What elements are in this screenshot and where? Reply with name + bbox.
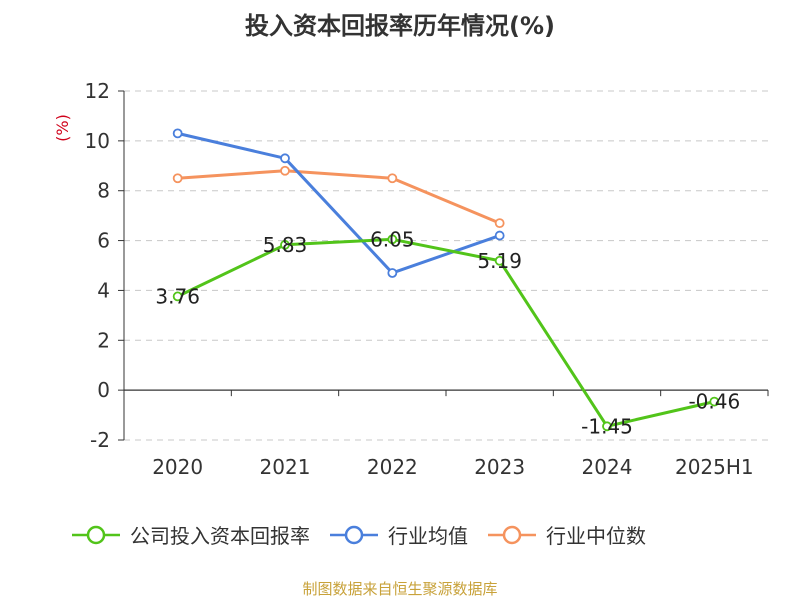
x-tick-label: 2020 [152,455,203,479]
legend-label: 行业中位数 [546,524,646,548]
y-tick-label: 12 [85,79,110,103]
data-label: 5.83 [263,233,308,257]
legend-line-icon [72,525,120,544]
data-point [709,396,720,407]
data-label: 3.76 [155,284,200,308]
legend-line-icon [330,525,378,544]
data-point [280,239,290,250]
data-source: 制图数据来自恒生聚源数据库 [302,580,498,598]
y-tick-label: -2 [90,428,110,452]
data-point [494,230,505,241]
data-label: 5.19 [477,249,522,273]
series-layer [172,128,720,432]
data-point [387,268,398,278]
data-label: 6.05 [370,227,415,251]
legend-item-industry-mean[interactable]: 行业均值 [328,520,468,549]
data-point [387,234,398,245]
data-point [494,218,505,229]
data-point [602,421,612,432]
legend-item-company[interactable]: 公司投入资本回报率 [70,520,310,549]
y-tick-label: 0 [97,378,110,402]
y-tick-label: 8 [97,179,110,203]
data-label: -1.45 [581,414,633,438]
x-tick-label: 2025H1 [675,455,754,479]
legend-line-icon [488,525,536,544]
data-point [172,291,183,302]
series-line [177,131,501,275]
data-label: -0.46 [688,390,740,414]
y-axis-label: (%) [53,114,72,142]
data-point [387,173,398,184]
x-tick-label: 2023 [474,455,525,479]
series-line [177,169,501,225]
data-point [280,153,290,164]
data-point [172,173,183,184]
axis-layer: -2 0 2 4 6 8 10 12 2020 2021 2022 2023 2024 2025H1 [85,79,769,479]
series-line [177,237,715,428]
x-tick-label: 2024 [582,455,633,479]
chart-title: 投入资本回报率历年情况(%) [245,12,555,40]
data-label-layer: 3.76 5.83 6.05 5.19 -1.45 -0.46 [155,227,740,438]
y-tick-label: 2 [97,328,110,352]
y-tick-label: 4 [97,278,110,302]
legend: 公司投入资本回报率 行业均值 行业中位数 [70,520,770,549]
x-tick-label: 2022 [367,455,418,479]
y-tick-label: 10 [85,129,110,153]
legend-item-industry-median[interactable]: 行业中位数 [486,520,646,549]
data-point [280,165,290,176]
data-point [494,255,505,266]
legend-label: 公司投入资本回报率 [130,524,310,548]
x-tick-label: 2021 [260,455,311,479]
y-tick-label: 6 [97,229,110,253]
data-point [172,128,183,139]
legend-label: 行业均值 [388,524,468,548]
grid-layer [124,90,768,441]
